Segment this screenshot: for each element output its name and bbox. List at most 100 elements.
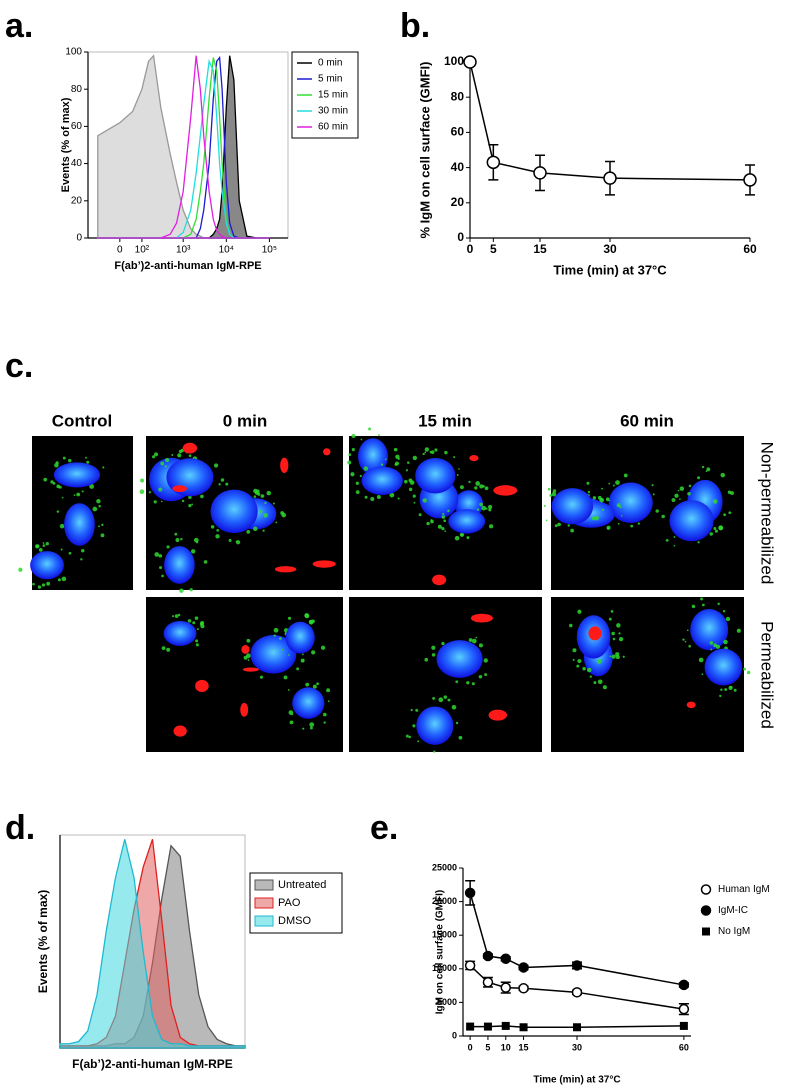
green-signal: [161, 574, 164, 578]
red-signal: [173, 725, 187, 737]
green-signal: [225, 482, 229, 486]
green-signal: [620, 515, 623, 517]
green-signal: [431, 653, 436, 657]
green-signal: [61, 496, 64, 499]
green-signal: [259, 510, 263, 514]
green-signal: [350, 472, 355, 477]
y-tick-label: 20: [451, 195, 465, 209]
green-signal: [438, 697, 444, 703]
green-signal: [466, 536, 470, 540]
green-signal: [405, 734, 409, 738]
green-signal: [85, 456, 87, 459]
green-signal: [81, 549, 85, 553]
x-tick-label: 30: [603, 242, 617, 256]
green-signal: [458, 735, 463, 740]
red-signal: [488, 709, 508, 721]
x-tick-label: 10²: [135, 245, 150, 256]
cell-nucleus: [669, 500, 714, 542]
green-signal: [623, 473, 628, 478]
green-signal: [281, 648, 284, 651]
green-signal: [177, 453, 182, 458]
green-signal: [431, 645, 436, 650]
cell-nucleus: [30, 551, 64, 580]
green-signal: [719, 694, 722, 698]
legend-label: 5 min: [318, 74, 342, 85]
green-signal: [441, 515, 446, 519]
green-signal: [447, 509, 450, 513]
green-signal: [459, 485, 464, 490]
green-signal: [549, 493, 553, 497]
legend-label: Human IgM: [718, 884, 770, 895]
marker: [482, 976, 494, 988]
green-signal: [266, 490, 272, 496]
x-tick-label: 60: [743, 242, 757, 256]
legend-label: DMSO: [278, 915, 311, 927]
green-signal: [673, 544, 676, 547]
y-tick-label: 80: [71, 84, 83, 95]
green-signal: [706, 467, 711, 472]
green-signal: [489, 524, 494, 529]
y-tick-label: 40: [451, 160, 465, 174]
green-signal: [720, 688, 723, 691]
cell-nucleus: [250, 635, 297, 674]
green-signal: [476, 508, 480, 511]
red-signal: [493, 485, 518, 496]
green-signal: [712, 499, 718, 504]
green-signal: [608, 482, 611, 485]
green-signal: [175, 538, 180, 542]
green-signal: [347, 460, 352, 465]
y-tick-label: 20000: [432, 896, 457, 906]
green-signal: [610, 610, 614, 613]
histogram-curve: [97, 54, 270, 239]
green-signal: [220, 478, 225, 482]
red-signal: [469, 454, 479, 462]
green-signal: [468, 638, 473, 642]
x-tick-label: 30: [572, 1042, 582, 1052]
green-signal: [165, 457, 170, 463]
green-signal: [196, 628, 199, 631]
green-signal: [412, 455, 418, 461]
green-signal: [615, 480, 620, 485]
green-signal: [312, 684, 317, 689]
green-signal: [384, 458, 387, 461]
red-signal: [182, 442, 198, 454]
green-signal: [412, 724, 416, 728]
green-signal: [140, 478, 145, 483]
green-signal: [441, 526, 445, 531]
green-signal: [60, 548, 63, 551]
green-signal: [408, 487, 413, 492]
green-signal: [154, 452, 158, 457]
green-signal: [191, 503, 194, 506]
green-signal: [296, 667, 300, 671]
green-signal: [484, 486, 489, 491]
cell-nucleus: [690, 609, 729, 651]
green-signal: [746, 670, 751, 675]
green-signal: [697, 541, 700, 544]
green-signal: [437, 524, 442, 529]
green-signal: [190, 549, 196, 554]
red-signal: [241, 644, 250, 654]
green-signal: [171, 615, 175, 618]
red-signal: [172, 485, 187, 492]
green-signal: [424, 657, 429, 662]
green-signal: [593, 681, 597, 685]
green-signal: [35, 544, 40, 548]
green-signal: [152, 455, 156, 459]
green-signal: [309, 722, 315, 727]
green-signal: [487, 504, 493, 510]
legend-label: 0 min: [318, 58, 342, 69]
green-signal: [432, 697, 436, 700]
green-signal: [100, 533, 105, 538]
green-signal: [413, 501, 416, 504]
green-signal: [188, 495, 192, 500]
y-tick-label: 25000: [432, 862, 457, 872]
marker: [518, 983, 529, 994]
green-signal: [287, 616, 292, 620]
green-signal: [651, 484, 654, 487]
green-signal: [475, 636, 478, 639]
marker: [464, 960, 476, 971]
green-signal: [92, 506, 98, 512]
green-signal: [81, 490, 84, 493]
green-signal: [304, 613, 309, 618]
green-signal: [326, 688, 331, 693]
